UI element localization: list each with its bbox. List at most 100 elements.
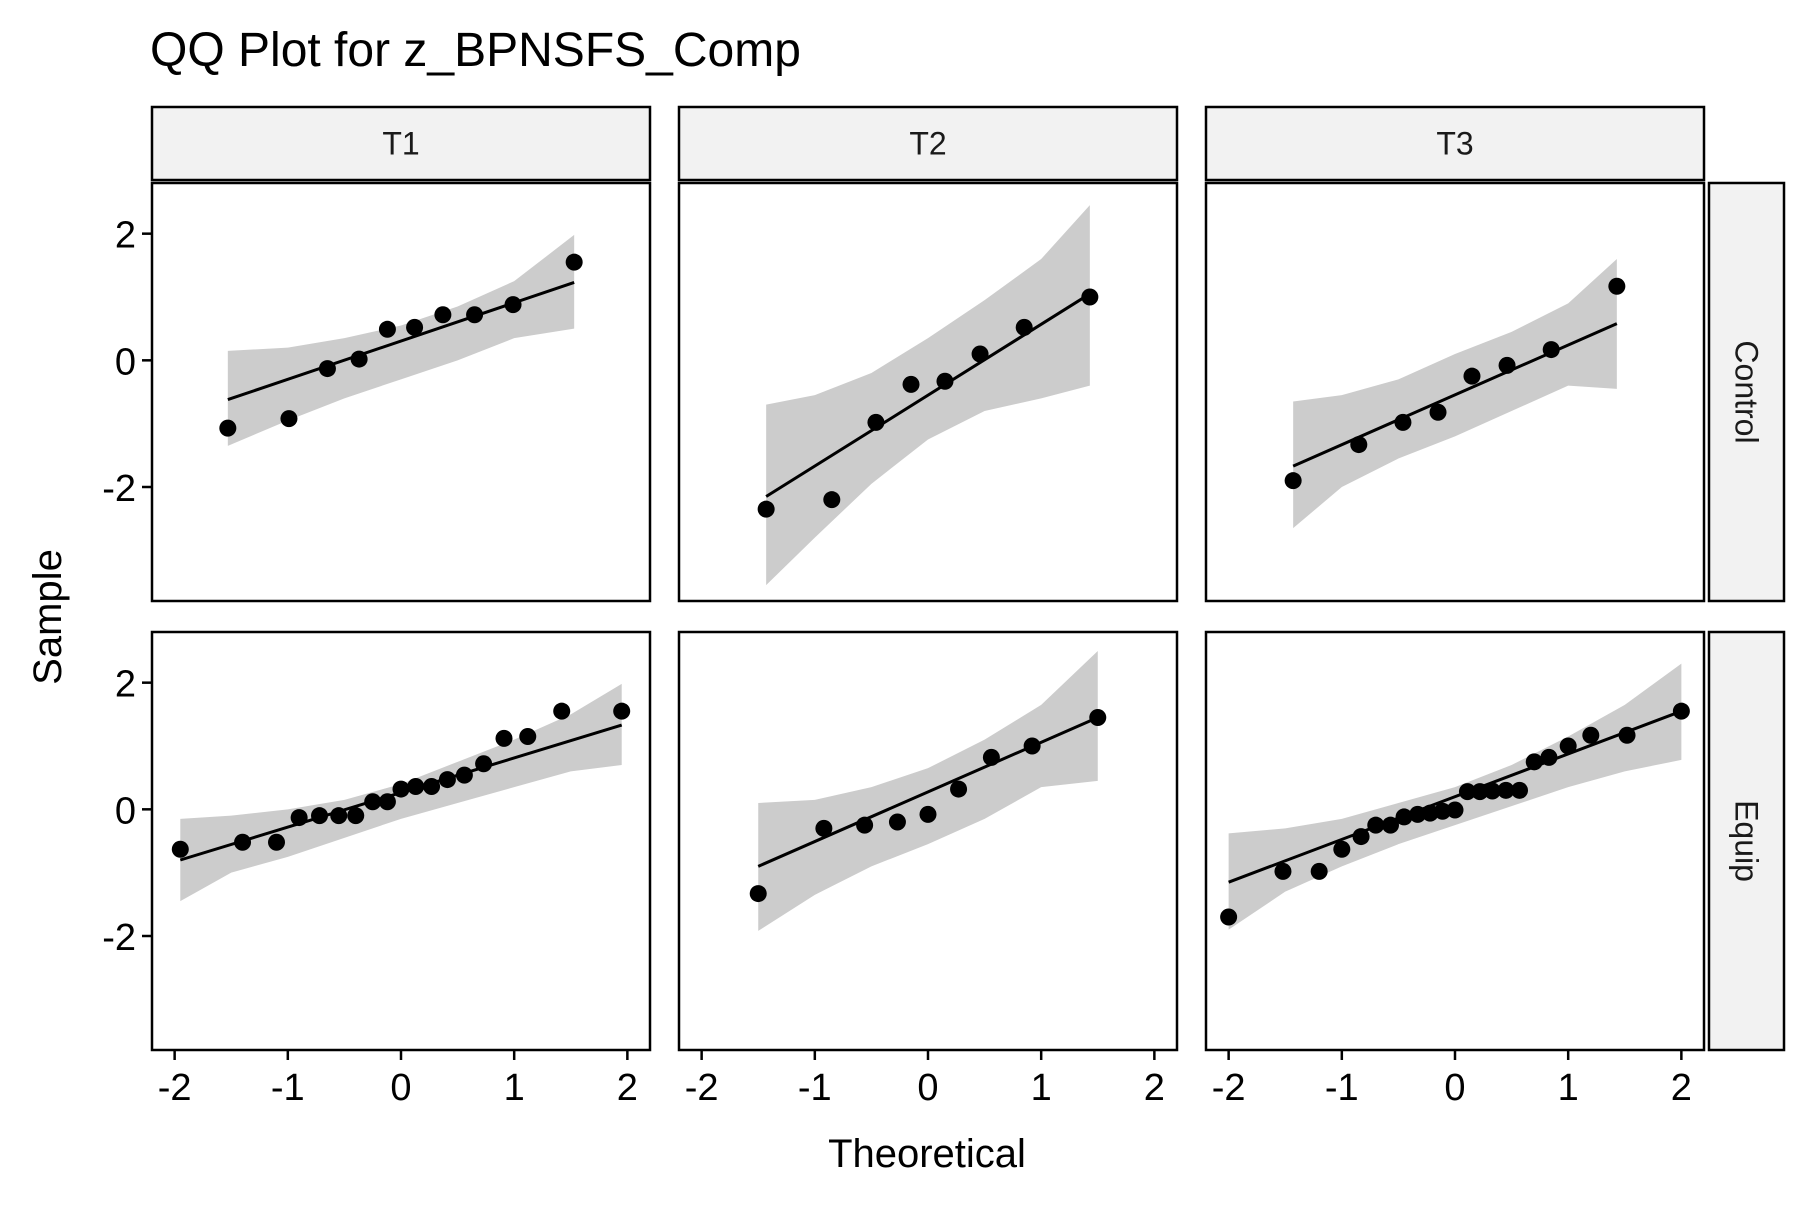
panel-border [1204, 181, 1706, 603]
qq-point [1463, 367, 1481, 385]
facet-strip-label: Control [1729, 340, 1765, 443]
qq-point [1458, 783, 1476, 801]
panel-border [150, 181, 652, 603]
qq-point [423, 778, 441, 796]
qq-point [1483, 782, 1501, 800]
qq-point [378, 793, 396, 811]
qq-point [1471, 783, 1489, 801]
y-tick-label: 0 [115, 341, 136, 383]
facet-strip-label: T2 [909, 126, 946, 162]
facet-strip-equip [1707, 630, 1786, 1052]
qq-point [823, 491, 841, 509]
reference-line [1292, 322, 1618, 468]
qq-point [1081, 288, 1099, 306]
facet-strip-t2 [677, 105, 1179, 182]
x-tick-label: 1 [1031, 1067, 1052, 1109]
qq-point [1421, 804, 1439, 822]
qq-point [455, 766, 473, 784]
qq-point [1540, 748, 1558, 766]
panel-t2-equip [677, 630, 1179, 1052]
qq-point [553, 702, 571, 720]
y-axis-title: Sample [26, 549, 70, 685]
qq-point [438, 771, 456, 789]
qq-point [902, 375, 920, 393]
x-tick-label: -2 [1212, 1067, 1246, 1109]
x-tick-label: 2 [617, 1067, 638, 1109]
qq-point [1284, 472, 1302, 490]
qq-point [347, 807, 365, 825]
qq-point [378, 320, 396, 338]
qq-point [1672, 702, 1690, 720]
facet-strip-t1 [150, 105, 652, 182]
qq-point [406, 318, 424, 336]
qq-point [919, 805, 937, 823]
x-tick-label: 2 [1671, 1067, 1692, 1109]
qq-point [1582, 726, 1600, 744]
panel-border [1204, 630, 1706, 1052]
qq-point [757, 500, 775, 518]
qq-point [1559, 737, 1577, 755]
qq-point [1023, 737, 1041, 755]
qq-point [1394, 413, 1412, 431]
qq-point [1220, 908, 1238, 926]
x-tick-label: 0 [1444, 1067, 1465, 1109]
qq-point [330, 807, 348, 825]
qq-point [350, 350, 368, 368]
x-axis-title: Theoretical [828, 1132, 1026, 1176]
qq-point [1608, 277, 1626, 295]
qq-point [1367, 816, 1385, 834]
panel-t2-control [677, 181, 1179, 603]
panel-border [150, 630, 652, 1052]
qq-point [504, 296, 522, 314]
facet-strip-label: Equip [1729, 800, 1765, 882]
panel-background [152, 183, 650, 601]
qq-point [311, 807, 329, 825]
qq-point [466, 306, 484, 324]
reference-line [1228, 709, 1682, 884]
qq-point [1015, 318, 1033, 336]
panel-t3-control [1204, 181, 1706, 603]
facet-strip-label: T3 [1436, 126, 1473, 162]
qq-point [434, 306, 452, 324]
qq-point [1429, 403, 1447, 421]
qq-point [1511, 781, 1529, 799]
qq-point [1350, 436, 1368, 454]
qq-point [234, 833, 252, 851]
facet-strip-control [1707, 181, 1786, 603]
panel-t1-control [150, 181, 652, 603]
panel-t3-equip [1204, 630, 1706, 1052]
qq-point [888, 813, 906, 831]
facet-strip-t3 [1204, 105, 1706, 182]
qq-point [565, 253, 583, 271]
panel-border [677, 181, 1179, 603]
qq-point [364, 793, 382, 811]
facet-panels: T1 T2 T3 Control Equip -2 0 2 -2 0 2 -2 -1 0 1 2 -2 -1 0 1 2… [102, 105, 1786, 1109]
qq-point [519, 728, 537, 745]
qq-point [1434, 802, 1452, 820]
qq-point [495, 729, 513, 747]
qq-point [1498, 356, 1516, 374]
x-tick-label: 0 [917, 1067, 938, 1109]
qq-point [971, 345, 989, 363]
qq-point [950, 780, 968, 798]
y-tick-label: 2 [115, 215, 136, 257]
qq-point [1542, 341, 1560, 359]
qq-point [318, 360, 336, 378]
y-tick-label: 0 [115, 790, 136, 832]
x-tick-label: 1 [1558, 1067, 1579, 1109]
reference-line [765, 292, 1091, 498]
x-tick-label: 2 [1144, 1067, 1165, 1109]
facet-strip-label: T1 [382, 126, 419, 162]
qq-point [1352, 828, 1370, 846]
panel-border [677, 630, 1179, 1052]
qq-point [1310, 862, 1328, 880]
qq-point [268, 833, 285, 851]
qq-point [856, 816, 874, 834]
x-tick-label: -1 [1325, 1067, 1359, 1109]
qq-point [982, 748, 1000, 766]
qq-point [1446, 801, 1464, 819]
qq-point [749, 885, 767, 903]
x-tick-label: 0 [390, 1067, 411, 1109]
y-tick-label: 2 [115, 664, 136, 706]
